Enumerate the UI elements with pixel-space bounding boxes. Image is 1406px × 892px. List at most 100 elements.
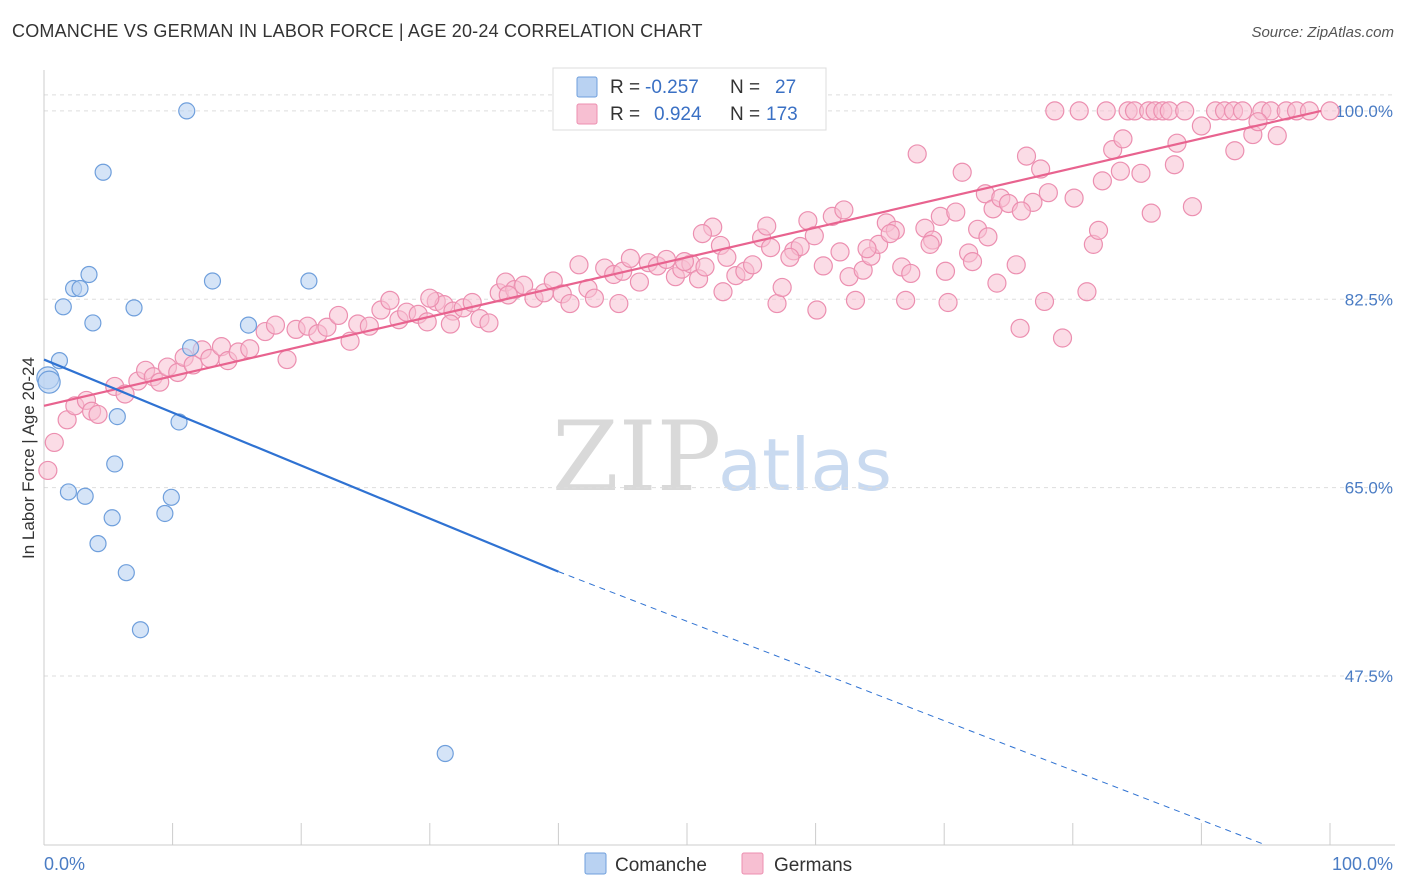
legend-swatch-germans [741,852,764,875]
comanche-point [239,316,258,334]
comanche-point [131,621,150,639]
comanche-point [103,509,121,527]
germans-point [1096,101,1116,121]
germans-point [328,305,349,326]
legend-swatch-germans [576,103,598,125]
germans-point [830,242,850,262]
germans-point [880,224,900,244]
comanche-point [84,314,102,332]
legend-r-label: R = [610,77,640,98]
germans-point [1141,203,1161,223]
germans-point [629,272,650,292]
germans-point [38,460,58,481]
comanche-trend-extension [558,571,1266,846]
comanche-point [178,102,196,120]
germans-point [609,293,629,314]
comanche-point [108,407,126,426]
comanche-point [156,504,174,523]
comanche-point [436,744,454,763]
germans-point [1052,328,1073,348]
chart-source: Source: ZipAtlas.com [1251,24,1394,41]
germans-point [767,293,787,314]
comanche-point [203,272,222,290]
germans-point [656,249,677,270]
legend-swatch-comanche [584,852,607,875]
germans-point [1232,101,1253,121]
germans-point [760,238,781,258]
germans-point [935,261,956,281]
comanche-point [54,298,72,316]
germans-point [1077,282,1097,302]
y-axis-label: In Labor Force | Age 20-24 [19,357,38,559]
germans-point [920,234,940,254]
germans-point [440,314,460,334]
legend-n-label: N = [730,104,760,125]
germans-point [946,202,966,222]
y-tick-label: 82.5% [1345,290,1393,309]
comanche-point [117,564,135,582]
germans-point [569,255,589,275]
germans-point [780,247,800,267]
germans-point [674,251,695,272]
germans-point [713,282,733,302]
germans-point [240,339,260,359]
germans-point [1045,101,1065,121]
germans-point [772,277,792,298]
germans-point [692,224,713,244]
germans-point [1006,255,1026,275]
germans-point [265,315,286,335]
comanche-point [76,487,94,505]
germans-point [1016,146,1037,166]
grid-lines [44,94,1395,677]
germans-point [1182,197,1202,217]
legend-r-value: 0.924 [654,104,702,125]
germans-point [498,285,518,305]
legend-n-value: 27 [775,77,796,98]
germans-point [901,263,921,284]
y-tick-label: 65.0% [1345,479,1393,498]
legend-label-comanche: Comanche [615,855,707,876]
comanche-point [162,488,180,506]
series-legend: Comanche Germans [584,852,852,876]
y-tick-label: 100.0% [1335,102,1393,121]
series-comanche [36,102,454,763]
comanche-point [106,455,124,473]
y-tick-labels: 47.5% 65.0% 82.5% 100.0% [1335,102,1393,686]
watermark: ZIP atlas [552,401,892,513]
legend-box [552,67,827,131]
germans-point [1034,291,1055,312]
germans-point [907,144,927,164]
germans-point [695,257,715,277]
comanche-point [89,535,107,553]
comanche-trend-line [43,358,559,573]
germans-point [479,313,499,333]
germans-point [1088,220,1109,240]
watermark-atlas: atlas [718,423,892,507]
germans-point [420,288,440,308]
germans-point [44,432,64,453]
comanche-point [94,163,112,181]
comanche-point [125,299,143,317]
germans-point [1011,201,1031,221]
legend-n-value: 173 [766,104,798,125]
germans-point [1038,183,1058,203]
germans-point [1113,129,1133,149]
germans-point [1164,155,1184,175]
germans-point [857,239,877,259]
x-tick-label: 0.0% [44,854,85,874]
germans-point [938,292,958,313]
watermark-zip: ZIP [552,401,721,513]
y-tick-label: 47.5% [1345,667,1393,686]
germans-point [1110,161,1130,181]
germans-point [845,290,866,310]
germans-point [1069,101,1089,121]
trend-lines [43,109,1322,846]
legend-n-label: N = [730,77,760,98]
germans-point [560,293,580,314]
comanche-point [80,265,98,284]
series-germans [38,101,1340,481]
germans-point [978,227,998,247]
comanche-point [59,483,78,501]
germans-point [804,226,824,246]
